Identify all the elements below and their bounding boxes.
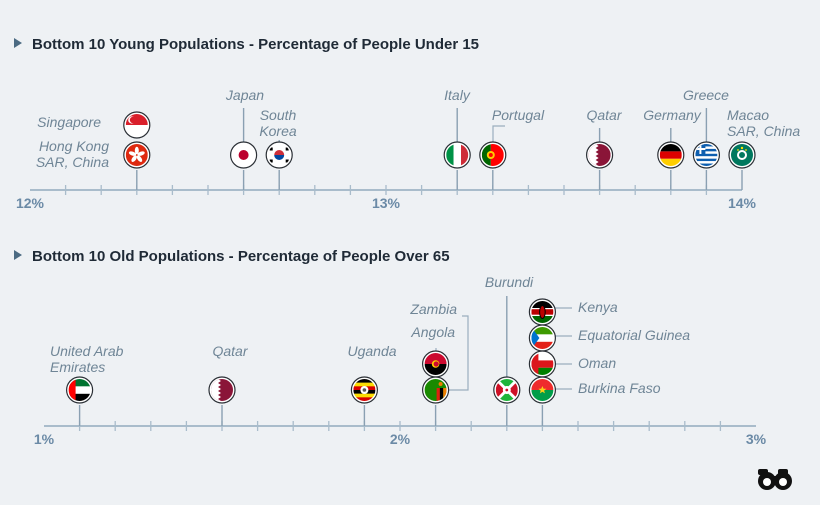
leader-line-portugal (492, 125, 505, 143)
flag-italy-icon (443, 141, 471, 169)
flag-equatorial-guinea-icon (528, 324, 557, 352)
flag-uganda-icon (350, 376, 378, 404)
country-label-burundi: Burundi (485, 274, 534, 290)
flag-singapore-icon (123, 111, 151, 139)
country-label-uganda: Uganda (347, 343, 396, 359)
tick-label-12: 12% (16, 195, 45, 211)
flag-hong-kong-sar-china-icon (123, 141, 151, 169)
country-label-qatar: Qatar (586, 107, 622, 123)
country-label-kenya: Kenya (578, 299, 618, 315)
binoculars-icon (758, 469, 792, 490)
country-label-united-arab-emirates: United Arab Emirates (50, 343, 124, 375)
flag-qatar-icon (208, 376, 236, 404)
tick-label-13: 13% (372, 195, 401, 211)
tick-label-1: 1% (34, 431, 55, 447)
country-label-italy: Italy (444, 87, 471, 103)
flag-germany-icon (657, 141, 685, 169)
country-label-germany: Germany (643, 107, 702, 123)
country-label-south-korea: South Korea (259, 107, 297, 139)
flag-japan-icon (230, 141, 258, 169)
country-label-equatorial-guinea: Equatorial Guinea (578, 327, 690, 343)
flag-burundi-icon (493, 376, 521, 404)
country-label-oman: Oman (578, 355, 616, 371)
country-label-japan: Japan (225, 87, 264, 103)
flag-macao-sar-china-icon (728, 141, 756, 169)
chart-title-0: Bottom 10 Young Populations - Percentage… (32, 36, 479, 53)
country-label-portugal: Portugal (492, 107, 545, 123)
flag-qatar-icon (585, 141, 614, 169)
flag-united-arab-emirates-icon (65, 376, 94, 404)
flag-oman-icon (528, 350, 557, 378)
country-label-zambia: Zambia (409, 301, 457, 317)
country-label-qatar: Qatar (212, 343, 248, 359)
flag-kenya-icon (528, 298, 557, 326)
country-label-hong-kong-sar-china: Hong Kong SAR, China (36, 138, 109, 170)
section-caret-icon (14, 38, 22, 48)
flag-portugal-icon (479, 141, 507, 169)
country-label-greece: Greece (683, 87, 729, 103)
flag-greece-icon (692, 141, 721, 169)
chart-title-1: Bottom 10 Old Populations - Percentage o… (32, 248, 450, 265)
tick-label-14: 14% (728, 195, 757, 211)
flag-south-korea-icon (265, 141, 293, 169)
country-label-angola: Angola (410, 324, 455, 340)
section-caret-icon (14, 250, 22, 260)
flag-zambia-icon (422, 376, 450, 404)
flag-burkina-faso-icon (528, 376, 557, 404)
tick-label-3: 3% (746, 431, 767, 447)
flag-angola-icon (422, 350, 450, 378)
country-label-singapore: Singapore (37, 114, 101, 130)
tick-label-2: 2% (390, 431, 411, 447)
country-label-burkina-faso: Burkina Faso (578, 380, 661, 396)
country-label-macao-sar-china: Macao SAR, China (727, 107, 800, 139)
leader-line-zambia (447, 315, 469, 391)
